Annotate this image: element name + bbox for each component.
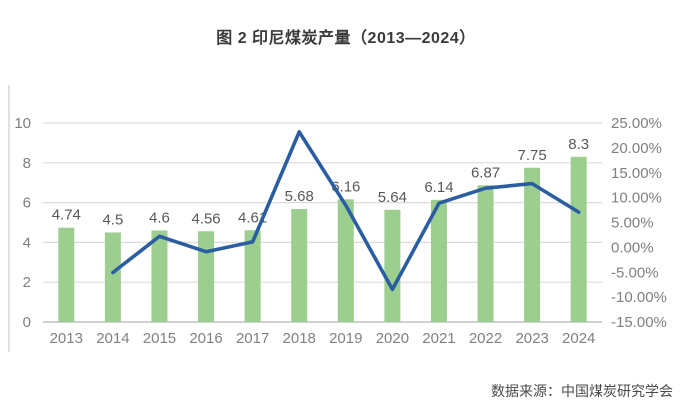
production-bar: [337, 199, 354, 322]
bar-value-label: 6.14: [424, 179, 453, 196]
production-bar: [151, 230, 168, 322]
bar-value-label: 5.64: [378, 189, 407, 206]
right-axis-tick-label: -10.00%: [611, 289, 667, 306]
production-bar: [570, 156, 587, 322]
right-axis-tick-label: 5.00%: [611, 215, 654, 232]
production-bar: [58, 227, 75, 322]
left-axis-tick-label: 8: [23, 155, 31, 172]
x-axis-year-label: 2015: [143, 330, 176, 347]
right-axis-tick-label: -15.00%: [611, 314, 667, 331]
left-axis-tick-label: 10: [14, 115, 31, 132]
production-bar: [198, 231, 215, 322]
bar-value-label: 4.74: [52, 207, 81, 224]
production-bar: [291, 208, 308, 322]
x-axis-year-label: 2021: [422, 330, 455, 347]
bar-value-label: 4.6: [149, 209, 170, 226]
production-bar: [477, 185, 494, 322]
x-axis-year-label: 2016: [189, 330, 222, 347]
bar-value-label: 7.75: [518, 147, 547, 164]
x-axis-year-label: 2017: [236, 330, 269, 347]
bar-value-label: 4.5: [102, 211, 123, 228]
chart-title: 图 2 印尼煤炭产量（2013—2024）: [216, 30, 476, 47]
bar-value-label: 8.3: [568, 136, 589, 153]
x-axis-year-label: 2013: [50, 330, 83, 347]
bar-value-label: 4.56: [191, 210, 220, 227]
x-axis-year-label: 2022: [469, 330, 502, 347]
left-axis-tick-label: 4: [23, 234, 31, 251]
right-axis-tick-label: 0.00%: [611, 239, 654, 256]
production-bar: [384, 209, 401, 322]
right-axis-tick-label: -5.00%: [611, 264, 659, 281]
x-axis-year-label: 2018: [283, 330, 316, 347]
right-axis-tick-label: 20.00%: [611, 140, 662, 157]
production-bar: [104, 232, 121, 322]
data-source-caption: 数据来源：中国煤炭研究学会: [491, 383, 673, 399]
x-axis-year-label: 2020: [376, 330, 409, 347]
production-bar: [524, 167, 541, 322]
left-axis-tick-label: 6: [23, 195, 31, 212]
growth-rate-line: [111, 130, 581, 292]
right-axis-tick-label: 10.00%: [611, 190, 662, 207]
production-bar: [430, 199, 447, 322]
bar-value-label: 5.68: [285, 188, 314, 205]
bar-value-label: 6.87: [471, 164, 500, 181]
x-axis-year-label: 2014: [96, 330, 129, 347]
x-axis-year-label: 2019: [329, 330, 362, 347]
x-axis-year-label: 2024: [562, 330, 595, 347]
left-axis-tick-label: 0: [23, 314, 31, 331]
x-axis-year-label: 2023: [515, 330, 548, 347]
right-axis-tick-label: 15.00%: [611, 165, 662, 182]
production-bar: [244, 230, 261, 322]
right-axis-tick-label: 25.00%: [611, 115, 662, 132]
left-axis-tick-label: 2: [23, 274, 31, 291]
